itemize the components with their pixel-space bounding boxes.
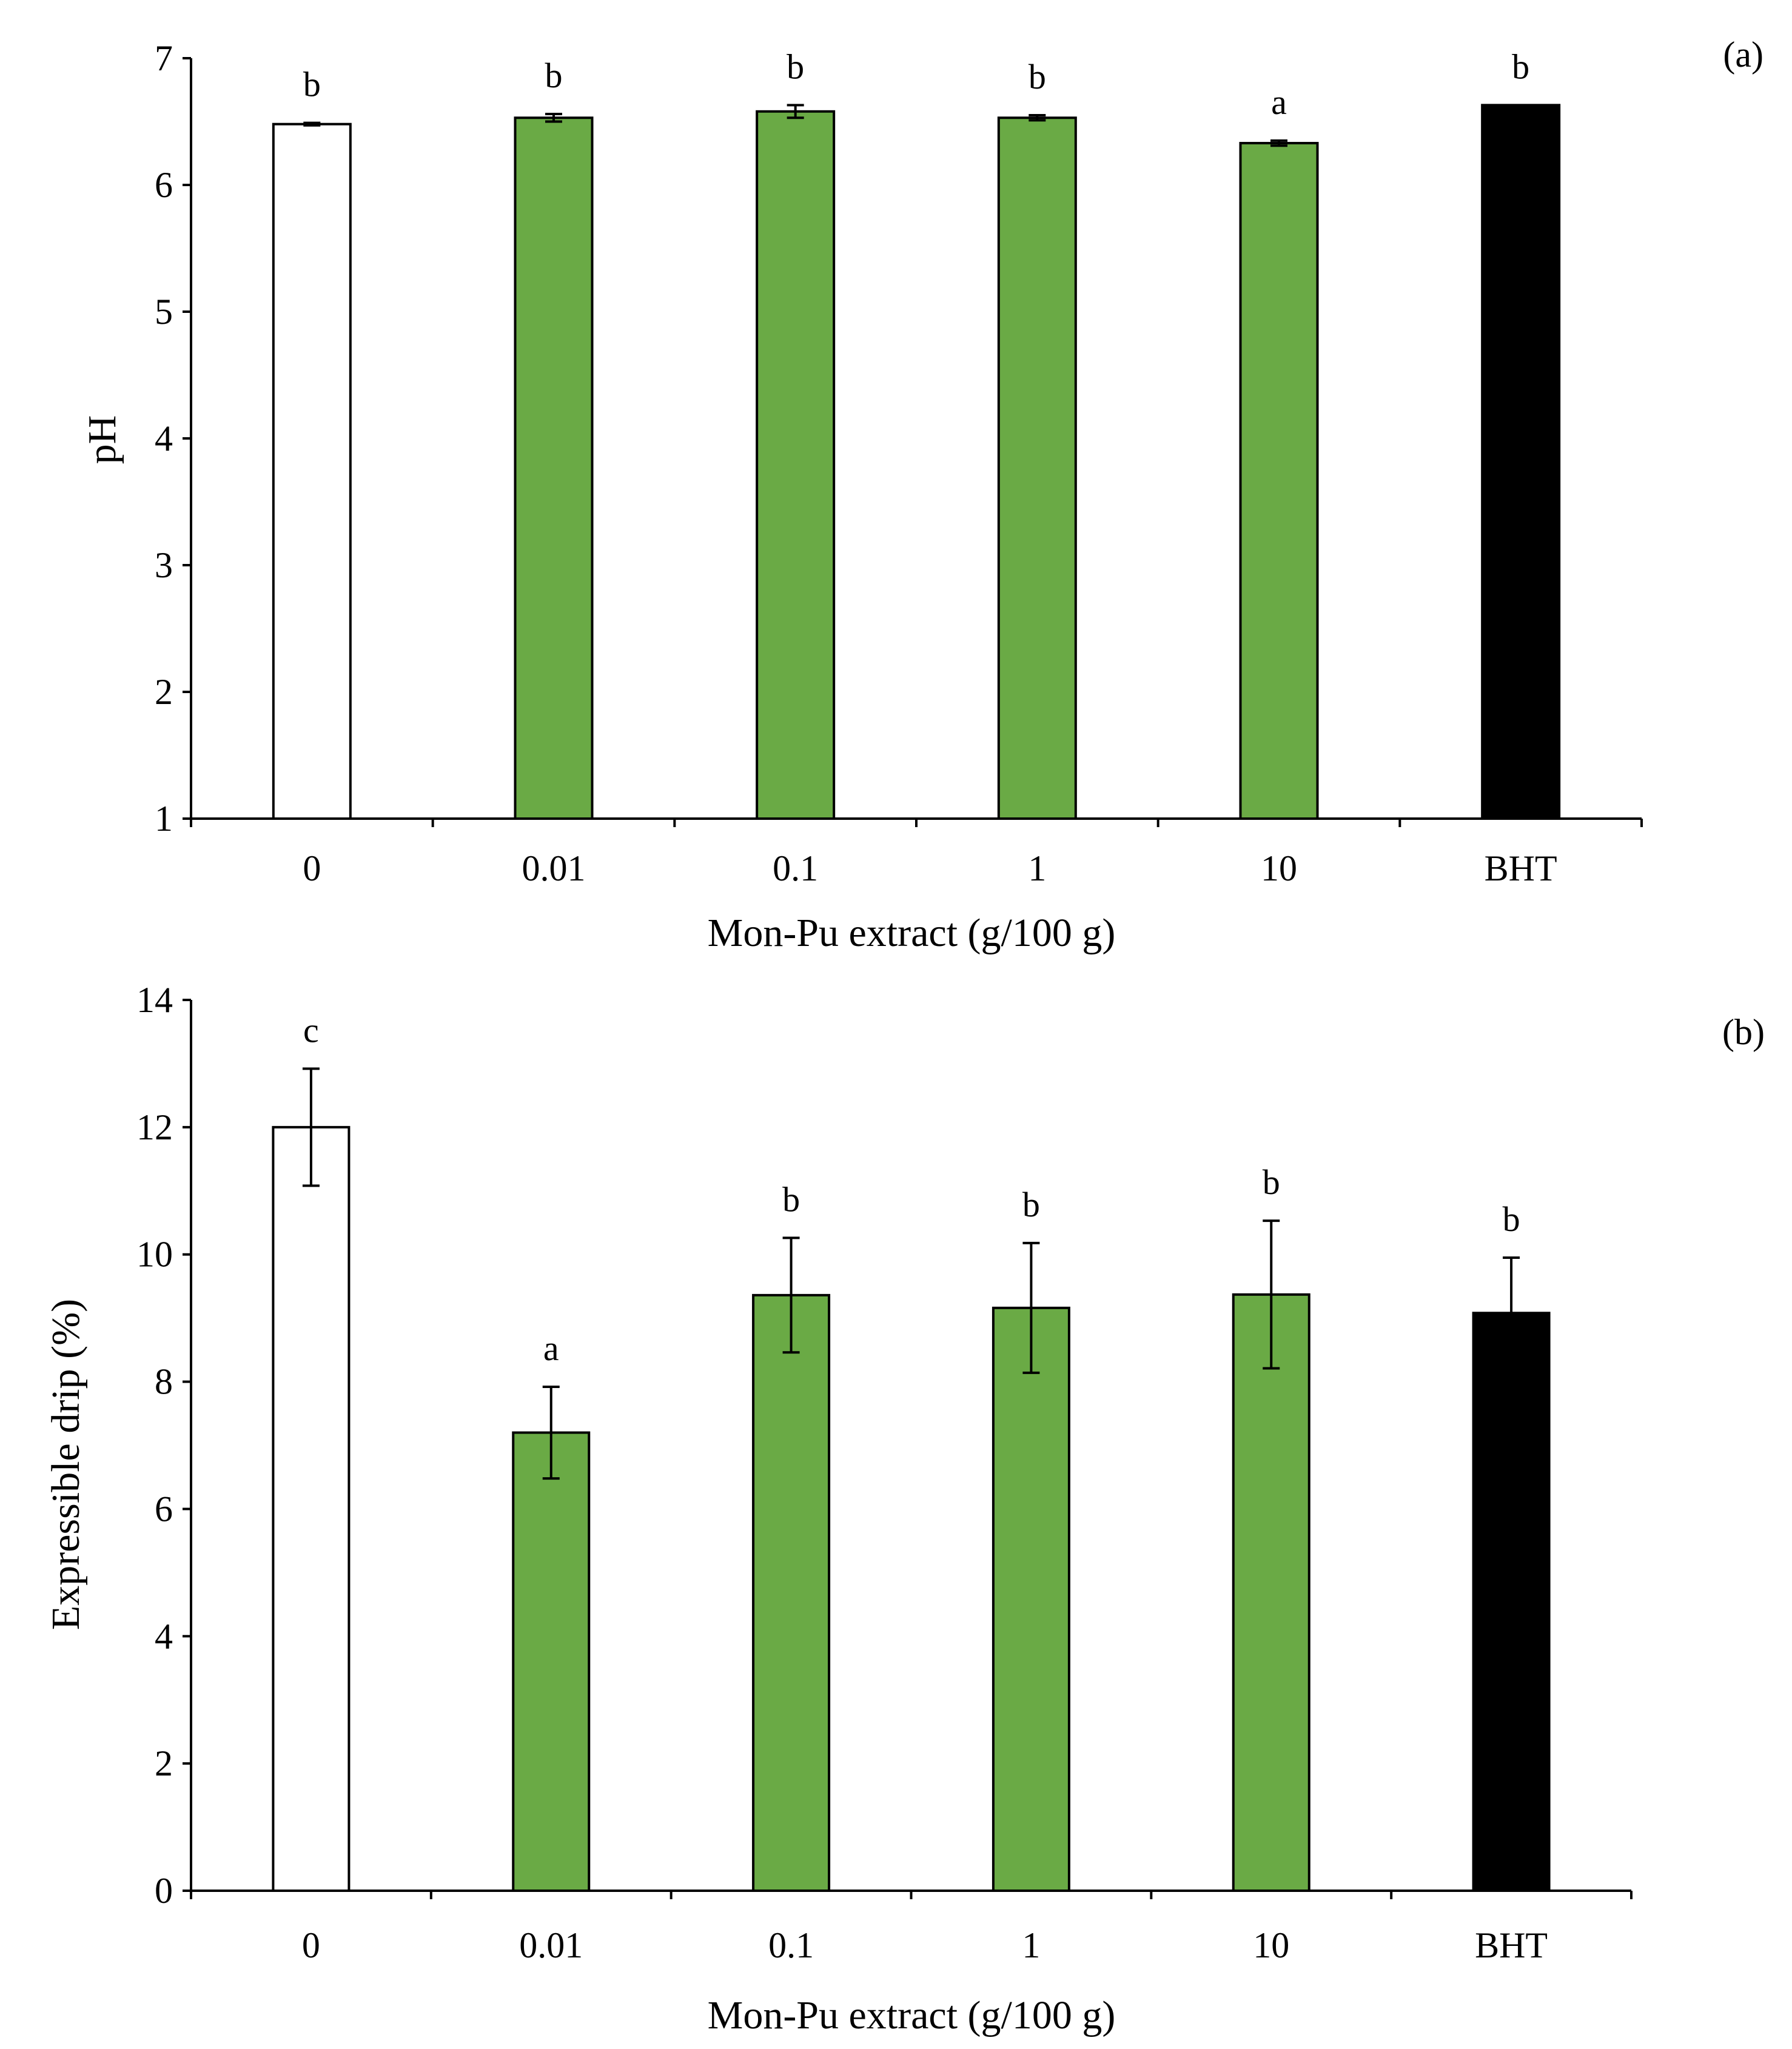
pa-bar-0.01 [514,116,594,820]
pb-x-tick-label: 0 [302,1925,320,1965]
pb-y-tick-label: 0 [155,1871,173,1911]
pa-significance-letter-10: a [1271,82,1287,122]
y-tick-labels-a: 1 2 3 4 5 6 7 [155,38,173,839]
pb-significance-letter-0: c [303,1010,319,1050]
pa-x-tick-label: 10 [1261,848,1297,888]
pb-bar-0.01 [512,1431,591,1893]
pa-significance-letter-0: b [303,65,321,104]
x-tick-labels-b: 0 0.01 0.1 1 10 BHT [302,1925,1548,1965]
pb-y-tick-label: 12 [136,1107,173,1147]
chart-panel-ph: (a) pH Mon-Pu extract (g/100 g) 1234567 … [80,35,1763,955]
pb-y-tick-label: 8 [155,1362,173,1402]
y-axis-title-ph: pH [80,415,124,464]
pa-y-tick-label: 2 [155,672,173,712]
pb-bar-BHT [1472,1312,1551,1892]
pb-significance-letter-0.1: b [782,1179,800,1219]
pb-significance-letter-10: b [1263,1162,1280,1202]
x-axis-title-b: Mon-Pu extract (g/100 g) [708,1993,1116,2037]
pa-y-tick-label: 7 [155,38,173,78]
bars-a [272,104,1561,820]
pa-y-tick-label: 1 [155,799,173,839]
pa-significance-letter-1: b [1029,57,1046,96]
pb-bar-1 [992,1306,1070,1892]
panel-label-b: (b) [1722,1012,1765,1052]
pb-bar-0.1 [752,1293,831,1893]
pb-y-tick-label: 6 [155,1489,173,1529]
significance-letters-b: c a b b b b [303,1010,1520,1368]
pb-x-tick-label: 0.1 [768,1925,814,1965]
pb-y-tick-label: 4 [155,1616,173,1656]
pb-x-tick-label: BHT [1475,1925,1548,1965]
chart-panel-expressible-drip: (b) Expressible drip (%) Mon-Pu extract … [44,980,1765,2037]
panel-label-a: (a) [1723,35,1763,75]
pa-x-tick-label: 0.01 [522,848,586,888]
pb-bar-0 [272,1125,351,1892]
y-axis-title-drip: Expressible drip (%) [44,1299,88,1630]
pa-significance-letter-0.01: b [545,56,563,95]
pb-y-tick-label: 10 [136,1235,173,1275]
pa-y-tick-label: 4 [155,418,173,458]
pb-x-tick-label: 1 [1022,1925,1040,1965]
error-bars-b [302,1067,1520,1480]
pb-x-tick-label: 10 [1253,1925,1289,1965]
pa-x-tick-label: BHT [1485,848,1557,888]
pb-x-tick-label: 0.01 [519,1925,583,1965]
pa-bar-10 [1239,142,1319,820]
pa-bar-0.1 [756,110,836,820]
pb-y-tick-label: 14 [136,980,173,1020]
pa-bar-BHT [1481,104,1561,820]
error-bars-a [303,104,1287,147]
pa-bar-0 [272,122,352,820]
axis-ticks-a [183,57,1643,827]
pb-bar-10 [1232,1293,1310,1893]
pa-y-tick-label: 5 [155,292,173,332]
pa-significance-letter-BHT: b [1512,47,1529,86]
pa-bar-1 [997,116,1077,820]
significance-letters-a: b b b bab [303,47,1529,122]
pa-x-tick-label: 0.1 [773,848,818,888]
pa-x-tick-label: 0 [303,848,321,888]
pa-y-tick-label: 6 [155,165,173,205]
pb-significance-letter-BHT: b [1503,1199,1520,1239]
pb-significance-letter-0.01: a [543,1329,559,1368]
pb-significance-letter-1: b [1022,1185,1040,1224]
x-axis-title-a: Mon-Pu extract (g/100 g) [708,911,1116,955]
pa-significance-letter-0.1: b [787,47,804,86]
pa-x-tick-label: 1 [1028,848,1046,888]
pa-y-tick-label: 3 [155,545,173,585]
bars-b [272,1125,1551,1893]
x-tick-labels-a: 0 0.01 0.1 1 10 BHT [303,848,1557,888]
axis-ticks-b [183,999,1633,1899]
pb-y-tick-label: 2 [155,1743,173,1783]
y-tick-labels-b: 0 2 4 6 8 10 12 14 [136,980,173,1911]
